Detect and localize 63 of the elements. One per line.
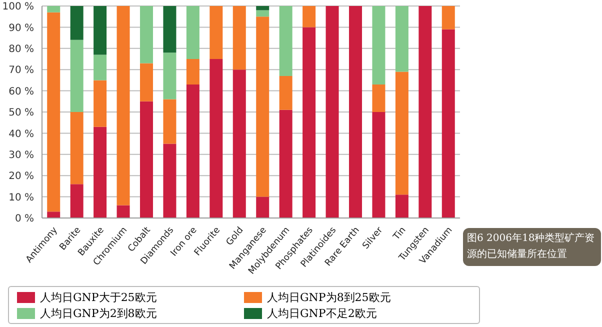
bar — [395, 194, 408, 218]
bar — [302, 27, 316, 218]
bar — [163, 52, 176, 100]
bar — [70, 184, 84, 218]
bar — [442, 6, 455, 30]
bar — [372, 6, 386, 84]
bar — [232, 6, 246, 70]
bar — [395, 6, 408, 72]
y-tick-label: 70 % — [8, 65, 34, 76]
bar — [47, 212, 60, 218]
bar — [70, 6, 84, 40]
bar — [232, 70, 246, 218]
bar — [372, 112, 386, 218]
bar — [116, 205, 130, 218]
bar — [256, 16, 270, 197]
y-tick-label: 90 % — [8, 22, 34, 34]
bar — [94, 80, 107, 127]
bar — [418, 6, 432, 218]
bar — [70, 40, 84, 112]
bar — [210, 6, 223, 59]
bar — [186, 84, 200, 218]
bar — [256, 196, 270, 218]
legend-label: 人均日GNP为8到25欧元 — [267, 290, 391, 304]
bar — [256, 6, 270, 10]
bar — [210, 59, 223, 218]
y-tick-label: 80 % — [8, 44, 34, 55]
caption: 图6 2006年18种类型矿产资源的已知储量所在位置 — [463, 228, 601, 266]
bar — [94, 126, 107, 218]
legend-label: 人均日GNP不足2欧元 — [267, 306, 377, 320]
y-tick-label: 20 % — [8, 171, 34, 182]
bar — [256, 10, 270, 17]
bar — [140, 6, 153, 64]
y-tick-label: 100 % — [2, 2, 34, 13]
bar — [70, 112, 84, 184]
bar — [372, 84, 386, 112]
y-tick-label: 50 % — [8, 108, 34, 119]
bar — [116, 6, 130, 206]
y-tick-label: 40 % — [8, 128, 34, 140]
bar — [163, 6, 176, 53]
y-tick-label: 60 % — [8, 86, 34, 98]
bar — [279, 6, 292, 76]
bar — [163, 144, 176, 218]
bar — [47, 12, 60, 212]
legend-label: 人均日GNP大于25欧元 — [40, 290, 157, 304]
bar — [349, 6, 362, 218]
bar — [279, 76, 292, 110]
bar — [442, 29, 455, 218]
bar — [186, 59, 200, 84]
legend-label: 人均日GNP为2到8欧元 — [40, 306, 157, 320]
bar — [395, 72, 408, 195]
bar — [326, 6, 339, 218]
bar — [163, 99, 176, 144]
y-tick-label: 0 % — [14, 214, 34, 225]
bar — [302, 6, 316, 28]
y-tick-label: 10 % — [8, 192, 34, 204]
y-tick-label: 30 % — [8, 150, 34, 161]
bar — [47, 6, 60, 12]
bar — [94, 54, 107, 80]
bar — [279, 110, 292, 218]
bar — [140, 101, 153, 218]
bar — [186, 6, 200, 59]
bar — [94, 6, 107, 55]
bar — [140, 63, 153, 102]
